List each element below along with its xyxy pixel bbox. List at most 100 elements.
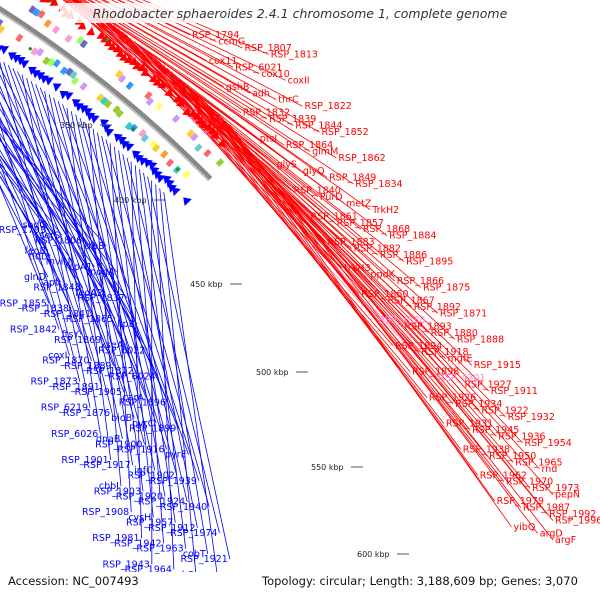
backbone-highlight [0, 11, 210, 181]
reverse-gene-arrow [144, 159, 153, 168]
reverse-gene-label: RSP_1899 [129, 424, 176, 435]
reverse-gene-label: RSP_1891 [53, 382, 100, 393]
forward-gene-label: adh [252, 88, 270, 99]
gc-skew-dot [131, 126, 136, 131]
forward-gene-label: RSP_1996 [555, 516, 600, 527]
forward-gene-label: RSP_1867 [387, 295, 434, 306]
cog-category-block [0, 18, 4, 28]
label-leader [0, 139, 85, 241]
cog-category-block [160, 149, 169, 159]
reverse-gene-label: feoB [24, 246, 46, 257]
forward-gene-label: ccmG [218, 36, 245, 47]
cog-category-block [59, 66, 68, 76]
label-leader [66, 107, 112, 460]
forward-gene-arrow [77, 21, 87, 30]
cog-category-block [65, 67, 74, 77]
reverse-gene-label: RSP_1876 [63, 408, 110, 419]
label-leader [0, 170, 61, 283]
reverse-gene-arrow [64, 92, 74, 101]
forward-gene-label: RSP_1934 [455, 399, 502, 410]
reverse-gene-label: dnaB [96, 434, 120, 445]
tick-label: 550 kbp [311, 463, 344, 472]
forward-gene-label: RSP_1883 [327, 237, 374, 248]
reverse-gene-label: cobT [183, 549, 206, 560]
forward-gene-arrow [115, 48, 125, 58]
label-leader [44, 90, 101, 434]
cog-category-block [138, 128, 147, 138]
forward-gene-arrow [118, 52, 128, 61]
reverse-gene-label: RSP_1916 [117, 444, 164, 455]
reverse-gene-label: RSP_1943 [103, 559, 150, 570]
forward-gene-label: RSP_1892 [414, 302, 461, 313]
reverse-gene-label: RSP_1957 [126, 518, 173, 529]
forward-gene-label: RSP_1894 [395, 341, 442, 352]
forward-gene-label: RSP_1915 [474, 360, 521, 371]
label-leader [117, 0, 286, 81]
reverse-gene-label: bioB [111, 413, 132, 424]
reverse-gene-label: RSP_6022 [98, 345, 145, 356]
reverse-gene-arrow [12, 54, 22, 64]
forward-gene-label: RSP_1840 [294, 185, 341, 196]
reverse-gene-label: RSP_1964 [125, 565, 172, 576]
reverse-gene-label: RSP_1865 [66, 314, 113, 325]
forward-gene-label: RSP_1965 [515, 457, 562, 468]
forward-gene-label: ptsI [260, 134, 278, 145]
cog-category-block [79, 82, 88, 91]
reverse-gene-label: RSP_1869 [54, 335, 101, 346]
label-leader [0, 158, 72, 309]
cog-category-block [96, 93, 105, 102]
label-leader [155, 184, 175, 570]
reverse-gene-arrow [90, 115, 100, 124]
reverse-gene-label: RSP_1942 [114, 538, 161, 549]
tick-label: 350 kbp [60, 121, 93, 130]
reverse-gene-arrow [114, 133, 123, 143]
reverse-gene-arrow [86, 112, 96, 121]
forward-gene-label: metZ [346, 198, 372, 209]
label-leader [21, 74, 91, 408]
forward-gene-arrow [123, 54, 133, 64]
forward-gene-arrow [140, 67, 149, 77]
label-leader [138, 44, 489, 392]
forward-gene-label: PurD [320, 192, 343, 203]
label-leader [0, 61, 81, 382]
cog-category-block [32, 8, 41, 17]
cog-category-block [103, 99, 113, 109]
forward-gene-label: RSP_1954 [525, 438, 572, 449]
reverse-gene-arrow [135, 154, 144, 164]
forward-gene-label: ppdK [371, 270, 396, 281]
reverse-gene-label: serS [39, 230, 60, 241]
reverse-gene-label: glnD [24, 272, 46, 283]
reverse-gene-label: mogA [87, 267, 115, 278]
reverse-gene-label: xseA [100, 340, 123, 351]
reverse-gene-label: coxI [48, 351, 67, 362]
reverse-gene-label: RSP_1896 [119, 398, 166, 409]
forward-gene-label: RSP_1938 [463, 444, 510, 455]
reverse-gene-label: apt [43, 277, 59, 288]
label-leader [76, 0, 311, 152]
forward-gene-arrow [112, 44, 122, 53]
label-leader [228, 124, 554, 541]
reverse-gene-label: tldD [29, 251, 49, 262]
reverse-gene-label: RSP_1889 [64, 361, 111, 372]
gc-skew-dot [49, 0, 54, 3]
title-backdrop [60, 3, 540, 23]
label-leader [134, 165, 164, 544]
label-leader [186, 85, 540, 470]
cog-category-block [186, 129, 195, 138]
forward-gene-arrow [152, 77, 162, 87]
label-leader [0, 185, 50, 304]
reverse-gene-label: RSP_1793 [0, 225, 46, 236]
forward-gene-label: argF [555, 535, 576, 546]
reverse-gene-arrow [0, 46, 10, 55]
label-leader [126, 157, 220, 534]
reverse-gene-label: ftsY [62, 330, 80, 341]
reverse-gene-label: RSP_6026 [51, 429, 98, 440]
cog-category-block [165, 158, 175, 168]
forward-gene-arrow [137, 63, 147, 72]
reverse-gene-label: sodC [23, 220, 47, 231]
reverse-gene-label: RSP_1855 [0, 298, 47, 309]
forward-gene-label: pepN [555, 490, 580, 501]
forward-gene-label: RSP_1794 [192, 30, 239, 41]
forward-gene-arrow [49, 0, 59, 6]
forward-gene-label: RSP_1852 [321, 127, 368, 138]
